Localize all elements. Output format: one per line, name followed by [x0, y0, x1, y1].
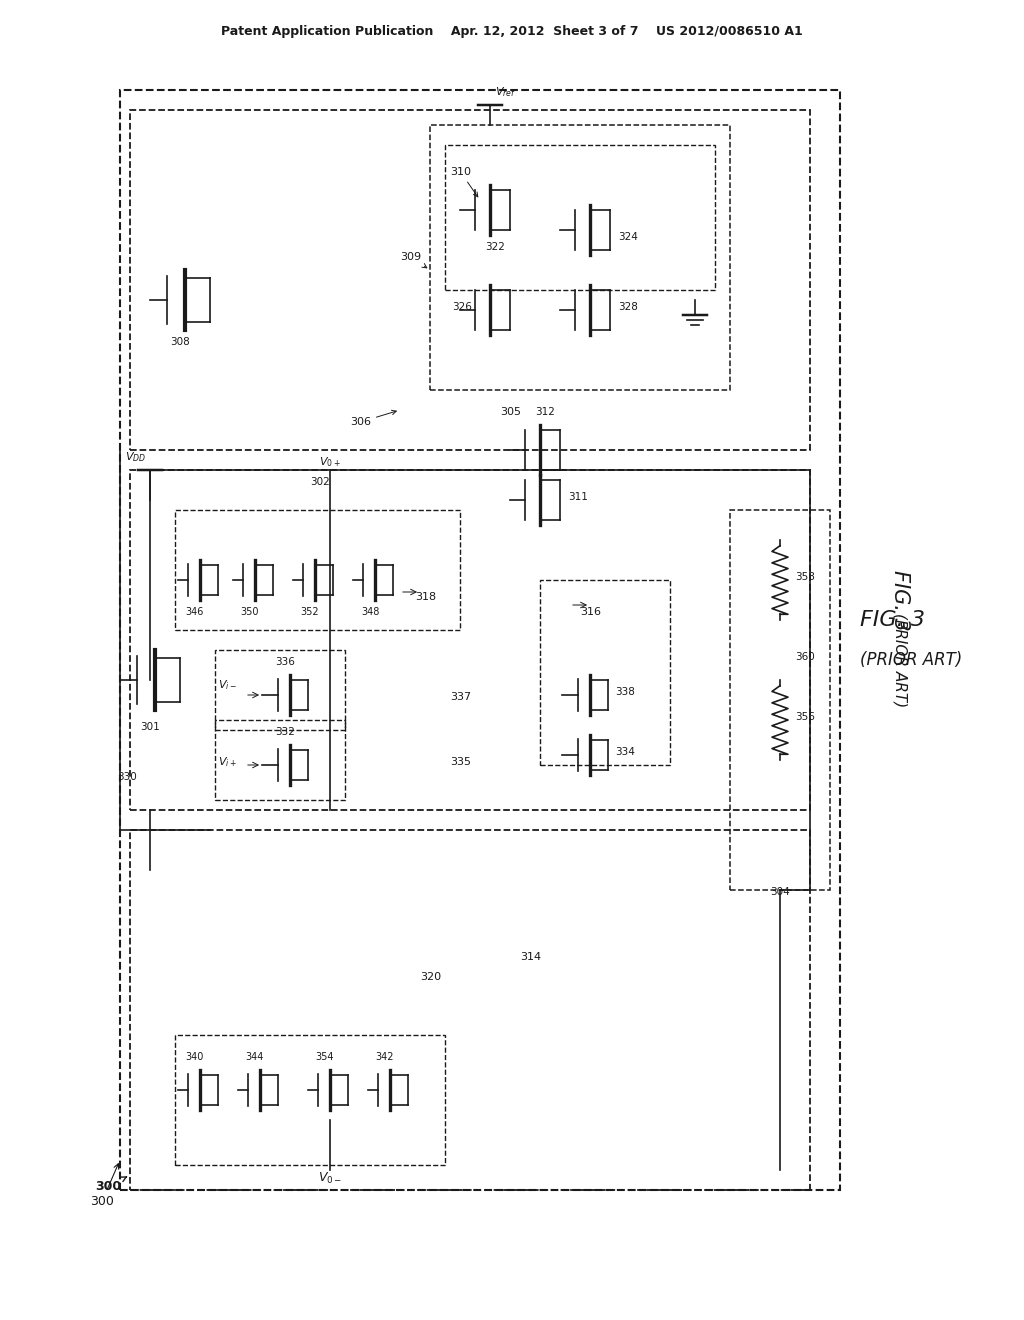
Text: 305: 305: [500, 407, 521, 417]
Text: 308: 308: [170, 337, 189, 347]
Text: 326: 326: [452, 302, 472, 312]
Text: 300: 300: [90, 1164, 119, 1208]
Text: 314: 314: [520, 952, 541, 962]
Text: 336: 336: [275, 657, 295, 667]
Text: 300: 300: [95, 1176, 127, 1193]
Text: FIG. 3: FIG. 3: [890, 570, 910, 631]
Text: $V_{DD}$: $V_{DD}$: [125, 450, 146, 463]
Text: 346: 346: [185, 607, 204, 616]
Text: (PRIOR ART): (PRIOR ART): [893, 612, 907, 708]
Text: 302: 302: [310, 477, 330, 487]
Text: 338: 338: [615, 686, 635, 697]
Text: 306: 306: [350, 411, 396, 426]
Text: 312: 312: [536, 407, 555, 417]
Text: 340: 340: [185, 1052, 204, 1063]
Text: 330: 330: [118, 772, 137, 781]
Text: 342: 342: [376, 1052, 394, 1063]
Text: 309: 309: [400, 252, 427, 268]
Text: 335: 335: [450, 756, 471, 767]
Text: 322: 322: [485, 242, 505, 252]
Text: $V_{0-}$: $V_{0-}$: [317, 1171, 342, 1187]
Text: 311: 311: [568, 492, 588, 502]
Text: $V_{i+}$: $V_{i+}$: [218, 755, 237, 768]
Text: (PRIOR ART): (PRIOR ART): [860, 651, 963, 669]
Text: 358: 358: [795, 572, 815, 582]
Text: 301: 301: [140, 722, 160, 733]
Text: $V_{0+}$: $V_{0+}$: [319, 455, 341, 469]
Text: FIG. 3: FIG. 3: [860, 610, 925, 630]
Text: Patent Application Publication    Apr. 12, 2012  Sheet 3 of 7    US 2012/0086510: Patent Application Publication Apr. 12, …: [221, 25, 803, 38]
Text: 356: 356: [795, 711, 815, 722]
Text: 304: 304: [770, 887, 790, 898]
Text: 332: 332: [275, 727, 295, 737]
Text: 352: 352: [301, 607, 319, 616]
Text: 354: 354: [315, 1052, 334, 1063]
Text: 337: 337: [450, 692, 471, 702]
Text: 324: 324: [618, 232, 638, 242]
Text: $V_{i-}$: $V_{i-}$: [218, 678, 237, 692]
Text: 350: 350: [241, 607, 259, 616]
Text: 316: 316: [580, 607, 601, 616]
Text: 310: 310: [450, 168, 478, 197]
Text: 334: 334: [615, 747, 635, 756]
Text: 344: 344: [246, 1052, 264, 1063]
Text: 320: 320: [420, 972, 441, 982]
Text: $V_{ref}$: $V_{ref}$: [495, 84, 516, 99]
Text: 360: 360: [795, 652, 815, 663]
Text: 348: 348: [360, 607, 379, 616]
Text: 328: 328: [618, 302, 638, 312]
Text: 318: 318: [415, 591, 436, 602]
